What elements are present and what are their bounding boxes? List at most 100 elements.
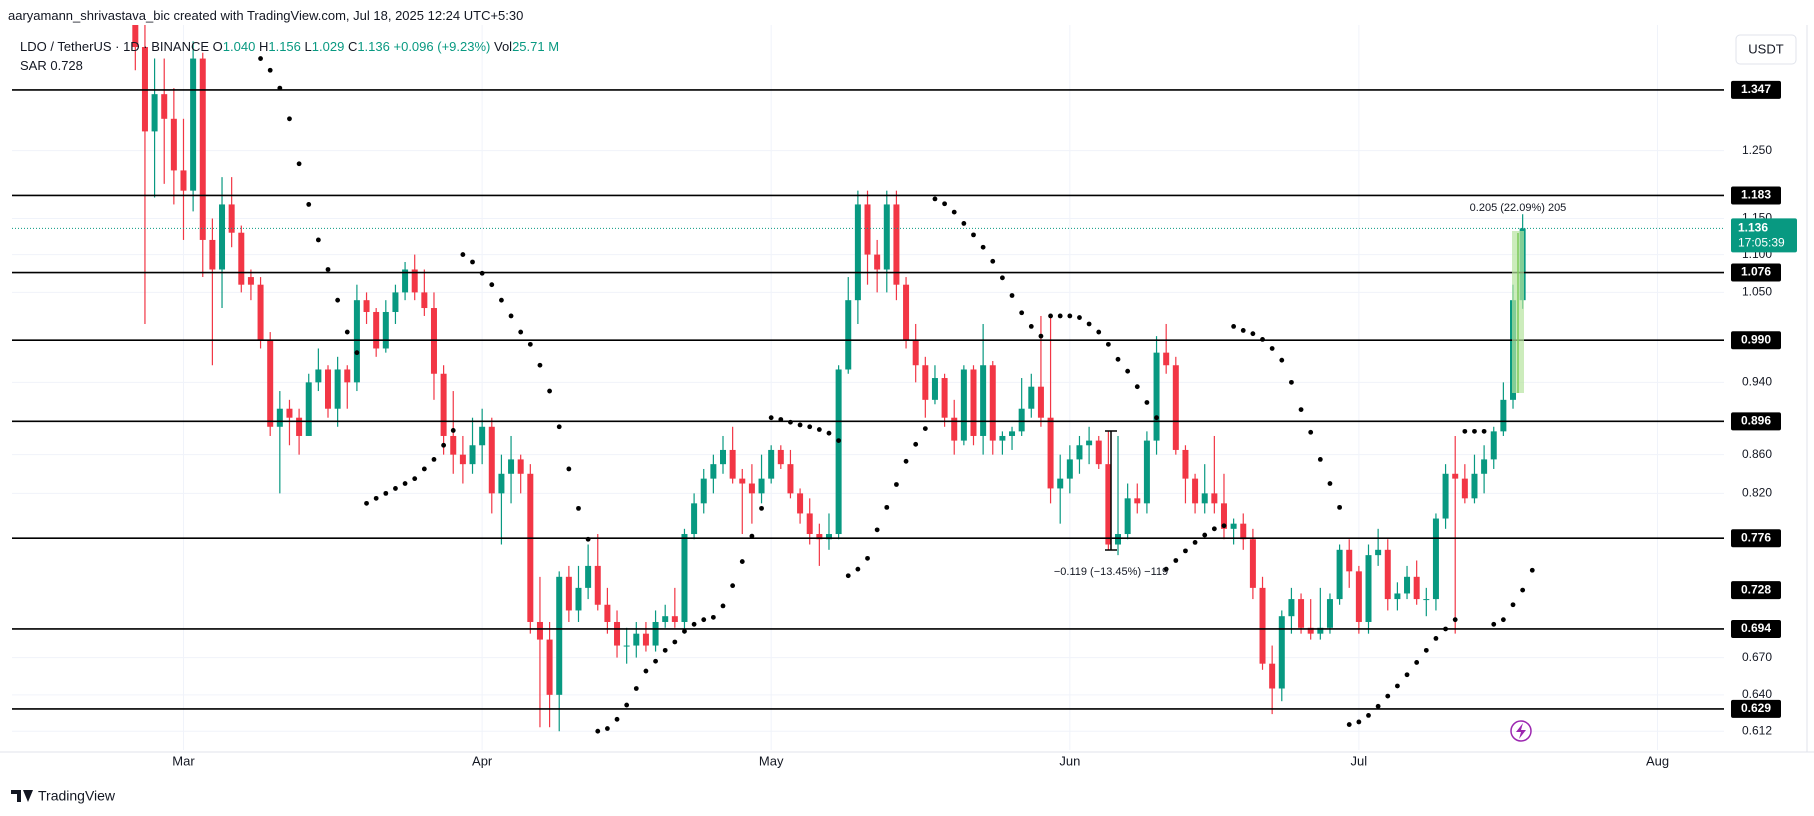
sar-dot (1019, 310, 1025, 316)
x-tick-label: May (759, 753, 784, 768)
level-label: 0.990 (1741, 332, 1771, 346)
candle-body (161, 94, 168, 119)
sar-dot (903, 458, 909, 464)
alert-icon-bolt (1516, 723, 1526, 739)
candle-body (575, 587, 582, 611)
y-tick-label: 0.820 (1742, 486, 1772, 500)
sar-dot (672, 639, 678, 645)
sar-dot (730, 583, 736, 589)
candle-body (190, 58, 197, 191)
candle-body (787, 464, 794, 494)
candle-body (1143, 440, 1150, 504)
ohlc-key: O (212, 39, 223, 54)
candle-body (748, 483, 755, 494)
sar-dot (595, 728, 601, 734)
candle-body (1490, 431, 1497, 460)
sar-dot (1183, 548, 1188, 554)
candle-body (392, 292, 399, 312)
sar-dot (1048, 313, 1053, 319)
level-label-box (1731, 80, 1781, 99)
candle-body (931, 378, 938, 400)
sar-dot (1202, 532, 1208, 538)
candle-body (228, 204, 235, 233)
candle-body (1500, 399, 1507, 432)
x-tick-label: Mar (172, 753, 195, 768)
sar-dot (759, 505, 764, 511)
sar-dot (633, 686, 639, 691)
candle-body (488, 426, 495, 494)
sar-dot (999, 275, 1005, 281)
candle-body (1105, 464, 1112, 545)
candle-body (1057, 478, 1064, 489)
candle-body (1047, 417, 1054, 489)
sar-dot (807, 424, 813, 430)
candle-body (325, 369, 332, 409)
candle-body (1076, 445, 1083, 460)
sar-dot (942, 201, 947, 207)
sar-dot (845, 573, 851, 579)
candle-body (864, 204, 871, 255)
candle-body (1201, 493, 1208, 504)
sar-dot (402, 481, 408, 486)
sar-dot (287, 116, 292, 122)
sar-dot (797, 422, 803, 428)
sar-dot (258, 56, 263, 61)
candle-body (1211, 493, 1218, 504)
candle-body (1037, 386, 1044, 418)
candle-body (1172, 365, 1179, 450)
sar-dot (980, 244, 986, 250)
level-label-box (1731, 263, 1781, 282)
alert-icon[interactable] (1510, 720, 1532, 742)
sar-dot (682, 628, 687, 634)
sar-dot (1269, 346, 1275, 351)
candle-body (1452, 473, 1459, 479)
countdown: 17:05:39 (1738, 236, 1785, 250)
candle-body (411, 269, 418, 293)
candle-body (1182, 449, 1189, 479)
level-label-box (1731, 529, 1781, 548)
candle-body (1086, 440, 1093, 446)
currency-button[interactable] (1735, 34, 1797, 65)
candle-body (1355, 571, 1362, 622)
candle-body (797, 493, 804, 514)
candle-body (806, 513, 813, 535)
sar-dot (470, 259, 475, 265)
sar-dot (1423, 647, 1429, 653)
candle-body (450, 435, 457, 455)
candle-body (556, 576, 563, 695)
candle-body (1124, 498, 1131, 535)
candle-body (565, 576, 572, 611)
sar-dot (421, 466, 427, 472)
sar-dot (412, 476, 418, 482)
candle-body (1278, 616, 1285, 689)
y-tick-label: 0.640 (1742, 687, 1772, 701)
sar-dot (547, 388, 552, 394)
ohlc: O1.040 H1.156 L1.029 C1.136 (213, 39, 394, 54)
sar-dot (1221, 523, 1227, 529)
candle-body (353, 300, 360, 383)
x-tick-label: Jun (1059, 753, 1080, 768)
candle-body (1018, 408, 1025, 432)
candle-body (816, 534, 823, 540)
candle-body (536, 621, 543, 640)
sar-dot (1163, 566, 1169, 572)
sar-dot (267, 67, 273, 73)
sar-dot (1337, 504, 1342, 510)
measure-label: −0.119 (−13.45%) −119 (1054, 566, 1168, 578)
symbol: LDO / TetherUS · 1D · BINANCE (20, 39, 210, 54)
candle-body (633, 633, 640, 646)
candle-body (1269, 663, 1276, 689)
candle-body (1461, 478, 1468, 499)
candle-body (1259, 587, 1266, 664)
currency-label: USDT (1748, 41, 1783, 56)
sar-dot (874, 527, 880, 533)
sar-dot (537, 362, 543, 368)
sar-dot (576, 505, 581, 511)
candle-body (296, 417, 303, 436)
candle-body (1394, 593, 1401, 600)
candle-body (219, 204, 226, 270)
volume: 25.71 M (512, 39, 560, 54)
sar-dot (383, 490, 389, 496)
